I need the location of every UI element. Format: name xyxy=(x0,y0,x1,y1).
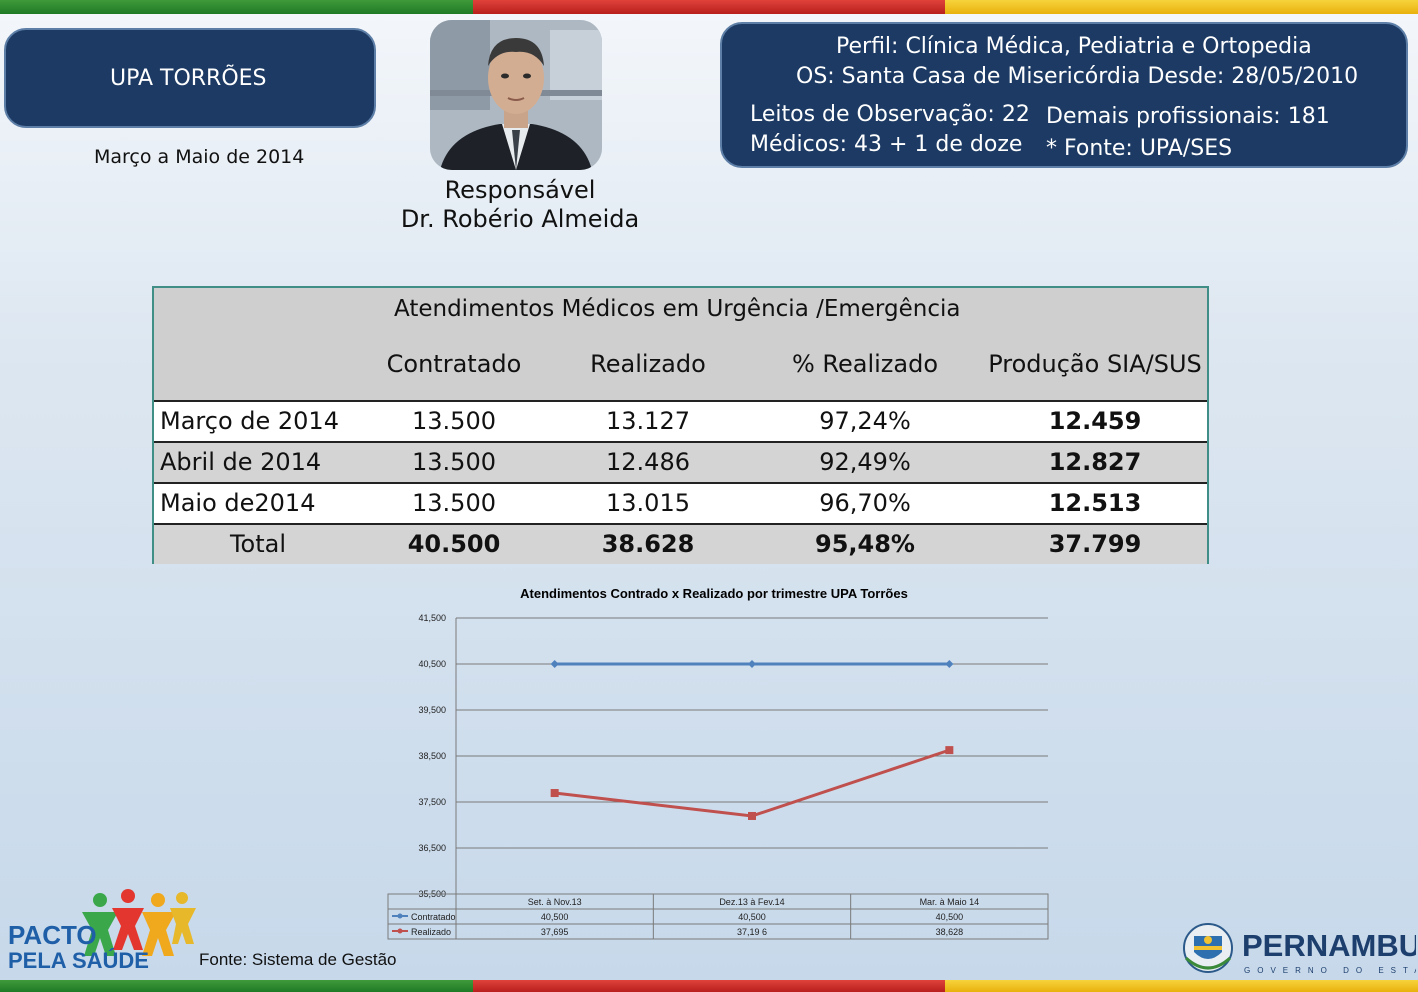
data-value-label: 40,500 xyxy=(936,912,964,922)
cell-realizado: 38.628 xyxy=(601,530,695,558)
beds-line: Leitos de Observação: 22 xyxy=(750,102,1030,127)
data-value-label: 38,628 xyxy=(936,927,964,937)
y-tick-label: 39,500 xyxy=(418,705,446,715)
people-icon xyxy=(82,889,196,956)
col-producao: Produção SIA/SUS xyxy=(988,350,1202,378)
legend-marker-contratado xyxy=(397,913,403,919)
cell-producao: 12.513 xyxy=(1048,489,1142,517)
series-line-realizado xyxy=(554,748,950,818)
pacto-line1: PACTO xyxy=(8,920,97,950)
state-subtitle: GOVERNO DO ESTADO xyxy=(1244,966,1416,975)
data-point-contratado xyxy=(550,660,559,668)
cell-producao: 12.459 xyxy=(1048,407,1142,435)
cell-producao: 37.799 xyxy=(1048,530,1142,558)
col-contratado: Contratado xyxy=(386,350,522,378)
table-row: Maio de2014 13.500 13.015 96,70% 12.513 xyxy=(154,482,1207,523)
row-label: Março de 2014 xyxy=(160,407,339,435)
y-tick-label: 37,500 xyxy=(418,797,446,807)
data-point-realizado xyxy=(945,746,954,755)
table-row: Março de 2014 13.500 13.127 97,24% 12.45… xyxy=(154,400,1207,441)
cell-percent: 95,48% xyxy=(815,530,915,558)
table-header: Atendimentos Médicos em Urgência /Emergê… xyxy=(154,288,1207,400)
table-title: Atendimentos Médicos em Urgência /Emergê… xyxy=(394,296,961,322)
cell-realizado: 13.015 xyxy=(606,489,690,517)
x-category-label: Set. à Nov.13 xyxy=(528,897,582,907)
legend-marker-realizado xyxy=(397,928,403,934)
pacto-pela-saude-logo: PACTO PELA SAÚDE xyxy=(8,889,196,972)
period-label: Março a Maio de 2014 xyxy=(94,146,305,168)
data-point-realizado xyxy=(748,811,756,820)
state-name: PERNAMBUCO xyxy=(1242,928,1416,963)
x-category-label: Dez.13 à Fev.14 xyxy=(719,897,784,907)
top-color-stripe xyxy=(0,0,1418,14)
row-label: Maio de2014 xyxy=(160,489,316,517)
profile-line: Perfil: Clínica Médica, Pediatria e Orto… xyxy=(836,34,1312,59)
cell-realizado: 13.127 xyxy=(606,407,690,435)
responsible-photo xyxy=(430,20,602,170)
legend-label-contratado: Contratado xyxy=(411,912,456,922)
pacto-line2: PELA SAÚDE xyxy=(8,948,149,972)
data-point-contratado xyxy=(945,660,954,668)
row-label: Abril de 2014 xyxy=(160,448,322,476)
info-panel: Perfil: Clínica Médica, Pediatria e Orto… xyxy=(720,22,1408,168)
y-tick-label: 36,500 xyxy=(418,843,446,853)
x-category-label: Mar. à Maio 14 xyxy=(920,897,980,907)
legend-label-realizado: Realizado xyxy=(411,927,451,937)
responsible-block: Responsável Dr. Robério Almeida xyxy=(396,176,644,234)
unit-panel xyxy=(4,28,376,128)
doctors-line: Médicos: 43 + 1 de doze xyxy=(750,132,1023,157)
data-value-label: 37,695 xyxy=(541,927,569,937)
source-note-line: * Fonte: UPA/SES xyxy=(1046,136,1233,161)
pernambuco-logo: PERNAMBUCO GOVERNO DO ESTADO xyxy=(1183,923,1416,975)
responsible-name: Dr. Robério Almeida xyxy=(400,205,640,233)
cell-contratado: 13.500 xyxy=(412,448,496,476)
line-chart: Atendimentos Contrado x Realizado por tr… xyxy=(387,586,1049,940)
row-label: Total xyxy=(229,530,287,558)
y-tick-label: 41,500 xyxy=(418,613,446,623)
state-coat-of-arms-icon xyxy=(1183,923,1233,973)
source-label: Fonte: Sistema de Gestão xyxy=(199,950,397,969)
data-point-contratado xyxy=(748,660,756,668)
cell-contratado: 40.500 xyxy=(407,530,501,558)
cell-realizado: 12.486 xyxy=(606,448,690,476)
unit-title: UPA TORRÕES xyxy=(110,66,267,91)
col-percent: % Realizado xyxy=(791,350,939,378)
data-value-label: 40,500 xyxy=(541,912,569,922)
cell-percent: 96,70% xyxy=(819,489,911,517)
bottom-color-stripe xyxy=(0,980,1418,992)
cell-contratado: 13.500 xyxy=(412,407,496,435)
col-realizado: Realizado xyxy=(590,350,706,378)
data-point-realizado xyxy=(550,789,559,798)
data-value-label: 40,500 xyxy=(738,912,766,922)
y-tick-label: 40,500 xyxy=(418,659,446,669)
data-value-label: 37,19 6 xyxy=(737,927,767,937)
responsible-label: Responsável xyxy=(444,176,596,204)
other-staff-line: Demais profissionais: 181 xyxy=(1046,104,1330,129)
cell-contratado: 13.500 xyxy=(412,489,496,517)
attendance-table: Atendimentos Médicos em Urgência /Emergê… xyxy=(152,286,1209,564)
table-total-row: Total 40.500 38.628 95,48% 37.799 xyxy=(154,523,1207,564)
cell-producao: 12.827 xyxy=(1048,448,1142,476)
y-tick-label: 38,500 xyxy=(418,751,446,761)
table-row: Abril de 2014 13.500 12.486 92,49% 12.82… xyxy=(154,441,1207,482)
cell-percent: 92,49% xyxy=(819,448,911,476)
cell-percent: 97,24% xyxy=(819,407,911,435)
os-line: OS: Santa Casa de Misericórdia Desde: 28… xyxy=(796,64,1359,89)
chart-title: Atendimentos Contrado x Realizado por tr… xyxy=(520,586,908,601)
